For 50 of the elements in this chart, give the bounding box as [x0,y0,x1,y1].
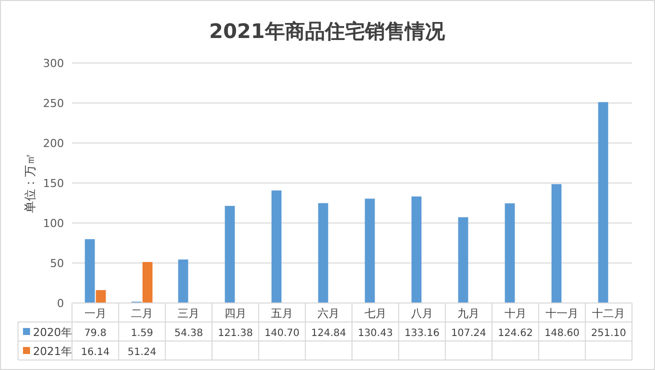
y-tick-label: 50 [50,257,64,270]
title: 2021年商品住宅销售情况 [209,19,445,43]
bar [504,203,515,303]
bar [84,239,95,303]
bar [178,259,188,303]
x-tick-label: 一月 [84,307,106,320]
data-label: 79.8 [84,328,106,339]
y-tick-label: 250 [43,97,64,110]
data-label: 133.16 [404,328,440,339]
x-tick-label: 十二月 [592,307,626,320]
data-label: 130.43 [358,328,393,339]
x-tick-label: 十一月 [546,307,578,320]
y-tick-label: 200 [43,137,64,150]
x-tick-label: 七月 [364,307,386,320]
data-label: 124.84 [311,328,346,339]
bar [272,190,282,303]
x-tick-label: 二月 [131,307,153,320]
y-tick-label: 0 [57,297,64,310]
y-tick-label: 300 [43,57,64,70]
x-tick-label: 九月 [458,307,480,320]
data-label: 140.70 [264,328,300,339]
bar [318,203,328,303]
data-label: 54.38 [174,328,203,339]
x-tick-label: 五月 [271,307,293,320]
legend-label: 2020年 [33,326,72,339]
bar [552,184,562,303]
x-tick-label: 八月 [411,307,433,320]
data-label: 51.24 [128,347,156,358]
bar [224,206,235,303]
x-tick-label: 六月 [318,307,340,320]
bar [96,290,106,303]
data-label: 124.62 [498,328,533,339]
data-label: 16.14 [81,347,110,358]
x-tick-label: 十月 [504,307,526,320]
legend-label: 2021年 [33,345,72,358]
x-tick-label: 四月 [224,307,246,320]
y-tick-label: 100 [43,217,64,230]
data-label: 251.10 [591,328,626,339]
data-label: 121.38 [218,328,253,339]
bar [412,196,422,303]
data-label: 148.60 [544,328,580,339]
y-axis-title: 单位：万㎡ [23,153,37,213]
data-label: 107.24 [451,328,486,339]
y-tick-label: 150 [43,177,64,190]
bar [598,102,608,303]
data-label: 1.59 [130,328,154,339]
x-tick-label: 三月 [178,307,200,320]
bar [364,198,375,303]
bar [142,262,152,303]
bar [458,217,468,303]
